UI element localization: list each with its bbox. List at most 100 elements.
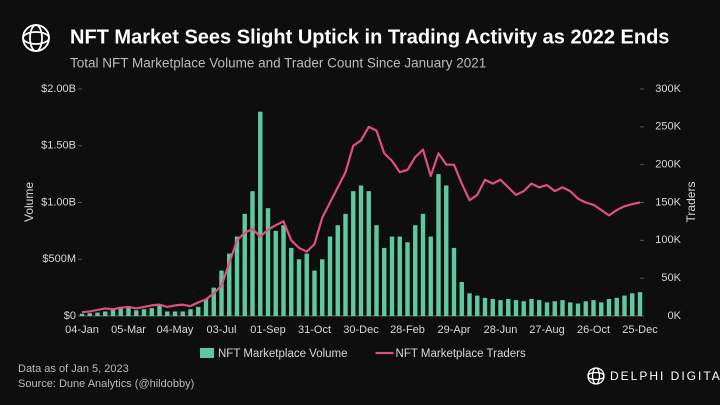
x-tick-label: 28-Feb — [390, 324, 425, 336]
bar — [389, 236, 395, 316]
bar — [560, 300, 565, 316]
bar — [157, 304, 162, 316]
bar — [327, 236, 333, 316]
bar — [467, 293, 472, 316]
bar — [149, 308, 154, 316]
line — [81, 125, 641, 314]
bar — [312, 270, 317, 316]
bar — [366, 191, 371, 316]
bar — [420, 213, 426, 316]
bar — [110, 309, 116, 316]
bar — [250, 191, 255, 316]
x-tick-label: 27-Aug — [529, 324, 564, 336]
y2-tick-label: 300K — [655, 83, 681, 95]
bar — [172, 311, 178, 316]
bar — [219, 270, 224, 316]
bar — [614, 297, 619, 316]
bar — [304, 253, 309, 316]
chart-title: NFT Market Sees Slight Uptick in Trading… — [70, 26, 669, 48]
bar — [103, 311, 108, 316]
bar — [234, 236, 240, 316]
bar — [289, 247, 294, 316]
bar — [498, 300, 503, 316]
bar — [382, 247, 387, 316]
x-tick-label: 28-Jun — [484, 324, 518, 336]
bar — [552, 301, 557, 316]
bar — [475, 295, 480, 316]
bar — [95, 312, 100, 316]
bar — [591, 300, 596, 316]
y2-tick-label: 200K — [655, 159, 681, 171]
bar — [227, 253, 232, 316]
bar — [451, 247, 457, 316]
bar — [188, 309, 193, 316]
bar — [513, 300, 519, 316]
x-tick-label: 25-Dec — [622, 324, 658, 336]
bar — [405, 242, 410, 316]
legend-swatch — [200, 348, 214, 358]
y2-tick-label: 100K — [655, 234, 681, 246]
bar — [180, 311, 185, 316]
legend-label: NFT Marketplace Volume — [218, 348, 348, 360]
bar — [413, 225, 418, 316]
x-tick-label: 04-May — [157, 324, 194, 336]
bar — [575, 303, 581, 316]
y-axis-title: Volume — [22, 182, 36, 222]
bar — [281, 225, 286, 316]
bar — [490, 298, 495, 316]
bar — [296, 259, 302, 316]
bar — [444, 185, 449, 316]
bar — [141, 309, 147, 316]
y2-tick-label: 150K — [655, 196, 681, 208]
brand-icon — [587, 367, 605, 385]
bar — [258, 111, 263, 316]
bar — [165, 311, 170, 316]
y-tick-label: $1.00B — [41, 196, 76, 208]
bar — [242, 213, 247, 316]
bar — [87, 313, 92, 316]
x-tick-label: 26-Oct — [577, 324, 610, 336]
bar — [606, 298, 612, 316]
bar — [273, 230, 278, 316]
bar — [537, 300, 542, 316]
x-tick-label: 05-Mar — [111, 324, 146, 336]
bar — [79, 313, 85, 316]
bar — [583, 301, 588, 316]
bar — [134, 310, 139, 316]
logo-icon — [22, 24, 50, 52]
x-tick-label: 04-Jan — [65, 324, 99, 336]
chart-subtitle: Total NFT Marketplace Volume and Trader … — [70, 56, 486, 71]
footnote: Source: Dune Analytics (@hildobby) — [18, 378, 194, 390]
bar — [630, 293, 635, 316]
x-tick-label: 01-Sep — [250, 324, 285, 336]
bar — [203, 298, 209, 316]
bar — [568, 302, 573, 316]
bar — [622, 295, 627, 316]
bar — [196, 306, 201, 316]
bar — [529, 298, 534, 316]
bar — [320, 259, 325, 316]
bar — [459, 281, 464, 316]
y2-tick-label: 0K — [668, 310, 682, 322]
y-tick-label: $500M — [42, 253, 76, 265]
bar — [599, 302, 604, 316]
bar — [351, 191, 356, 316]
y2-tick-label: 50K — [661, 272, 681, 284]
y2-tick-label: 250K — [655, 121, 681, 133]
bar — [397, 236, 402, 316]
x-tick-label: 31-Oct — [298, 324, 331, 336]
x-tick-label: 29-Apr — [437, 324, 470, 336]
bar — [521, 301, 526, 316]
brand-name: DELPHI DIGITAL — [610, 369, 720, 383]
footnote: Data as of Jan 5, 2023 — [18, 363, 129, 375]
bar — [544, 302, 550, 316]
y-tick-label: $2.00B — [41, 83, 76, 95]
legend-label: NFT Marketplace Traders — [396, 348, 526, 360]
y-tick-label: $0 — [64, 310, 76, 322]
y2-axis-title: Traders — [684, 182, 698, 223]
bar — [265, 208, 271, 316]
bar — [343, 213, 348, 316]
bar — [436, 174, 441, 316]
bar — [118, 308, 123, 316]
